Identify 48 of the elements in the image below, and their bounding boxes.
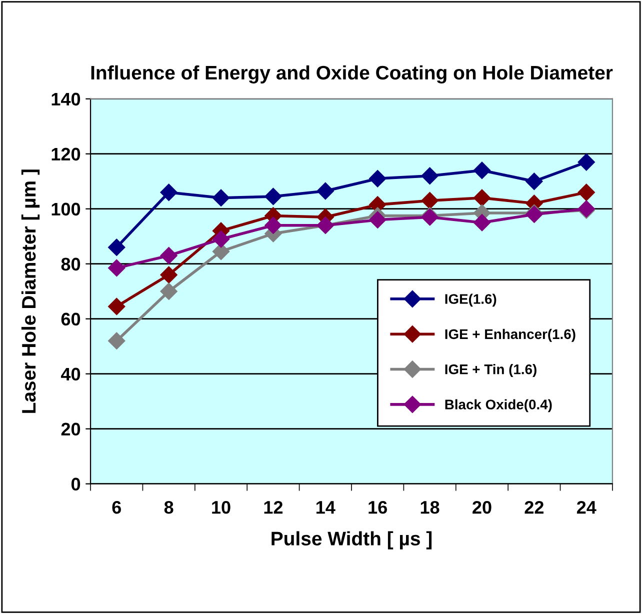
y-tick-label: 20 — [61, 422, 80, 436]
y-tick-label: 120 — [52, 148, 80, 161]
x-tick-label: 14 — [316, 501, 336, 514]
point — [316, 182, 334, 200]
point — [473, 162, 491, 179]
point — [578, 154, 595, 171]
y-axis-title: Laser Hole Diameter [ µm ] — [21, 170, 40, 413]
x-tick-label: 24 — [576, 500, 596, 514]
point — [160, 266, 178, 284]
legend-label: Black Oxide(0.4) — [445, 399, 552, 412]
point — [526, 172, 543, 190]
legend-label: IGE + Enhancer(1.6) — [445, 328, 576, 342]
point — [160, 184, 178, 201]
point — [212, 189, 230, 206]
point — [108, 259, 126, 277]
y-tick-label: 0 — [71, 478, 80, 491]
chart-title: Influence of Energy and Oxide Coating on Hole Diameter — [91, 65, 613, 84]
point — [160, 247, 178, 264]
y-tick-label: 100 — [52, 202, 80, 216]
point — [578, 184, 595, 201]
x-tick-label: 12 — [264, 500, 283, 514]
y-tick-label: 40 — [60, 368, 80, 381]
legend-label: IGE + Tin (1.6) — [445, 364, 536, 377]
point — [264, 216, 282, 234]
point — [264, 188, 282, 206]
point — [421, 192, 438, 210]
x-axis-title: Pulse Width [ µs ] — [272, 531, 432, 550]
point — [421, 167, 438, 184]
x-tick-label: 6 — [112, 500, 121, 514]
y-tick-label: 60 — [61, 312, 80, 326]
point — [473, 189, 491, 206]
point — [369, 170, 386, 188]
y-tick-label: 140 — [52, 92, 80, 106]
x-tick-label: 10 — [212, 500, 230, 514]
point — [108, 332, 126, 350]
legend-label: IGE(1.6) — [445, 294, 496, 307]
point — [212, 230, 230, 248]
y-tick-label: 80 — [61, 258, 80, 271]
x-tick-label: 22 — [524, 500, 544, 514]
x-tick-label: 20 — [472, 500, 492, 514]
point — [108, 298, 126, 316]
point — [108, 238, 126, 256]
point — [160, 282, 178, 300]
x-tick-label: 16 — [368, 500, 387, 514]
x-tick-label: 8 — [164, 500, 174, 514]
point — [369, 211, 386, 228]
point — [473, 214, 491, 232]
x-tick-label: 18 — [420, 500, 440, 514]
